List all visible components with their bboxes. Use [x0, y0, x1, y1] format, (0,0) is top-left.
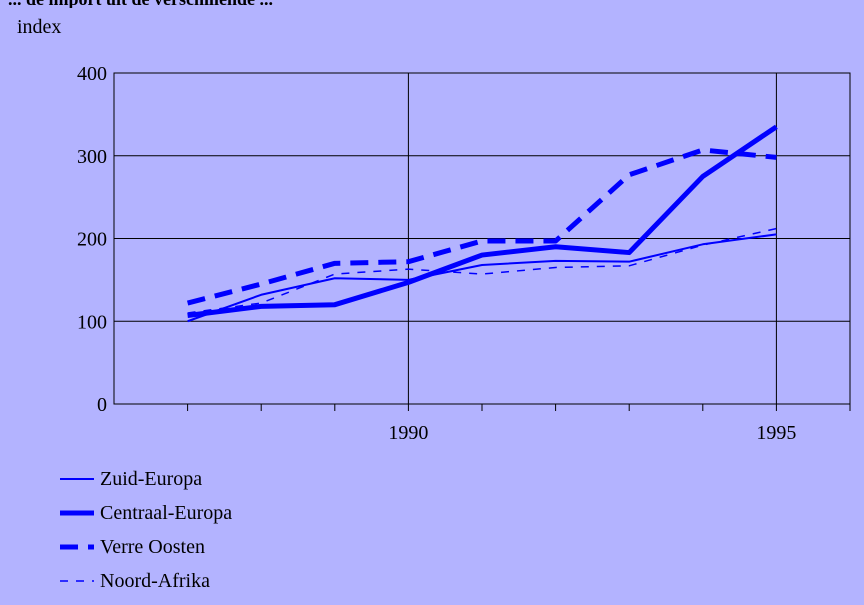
series-line-centraal-europa [187, 124, 778, 318]
legend: Zuid-Europa Centraal-Europa Verre Oosten… [60, 462, 232, 598]
legend-item: Noord-Afrika [60, 564, 232, 598]
legend-label: Centraal-Europa [100, 501, 233, 524]
y-tick-label: 100 [77, 311, 107, 333]
y-tick-label: 400 [77, 63, 107, 85]
x-tick-label: 1990 [388, 422, 428, 444]
chart-title: ... de import uit de verschillende ... [0, 0, 864, 8]
legend-swatch-icon [60, 580, 94, 582]
x-tick-label: 1995 [756, 422, 796, 444]
legend-label: Zuid-Europa [100, 467, 203, 490]
y-tick-label: 300 [77, 146, 107, 168]
legend-label: Verre Oosten [100, 535, 205, 558]
legend-swatch-icon [60, 478, 94, 480]
legend-label: Noord-Afrika [100, 569, 210, 592]
legend-swatch-icon [60, 544, 94, 550]
legend-item: Centraal-Europa [60, 496, 232, 530]
series-line-zuid-europa [187, 233, 777, 323]
y-axis-label: index [17, 16, 62, 38]
y-tick-label: 200 [77, 229, 107, 251]
y-tick-label: 0 [97, 394, 107, 416]
series-line-noord-afrika [187, 227, 777, 314]
legend-item: Verre Oosten [60, 530, 232, 564]
series-line-verre-oosten [186, 147, 777, 306]
legend-item: Zuid-Europa [60, 462, 232, 496]
legend-swatch-icon [60, 510, 94, 516]
